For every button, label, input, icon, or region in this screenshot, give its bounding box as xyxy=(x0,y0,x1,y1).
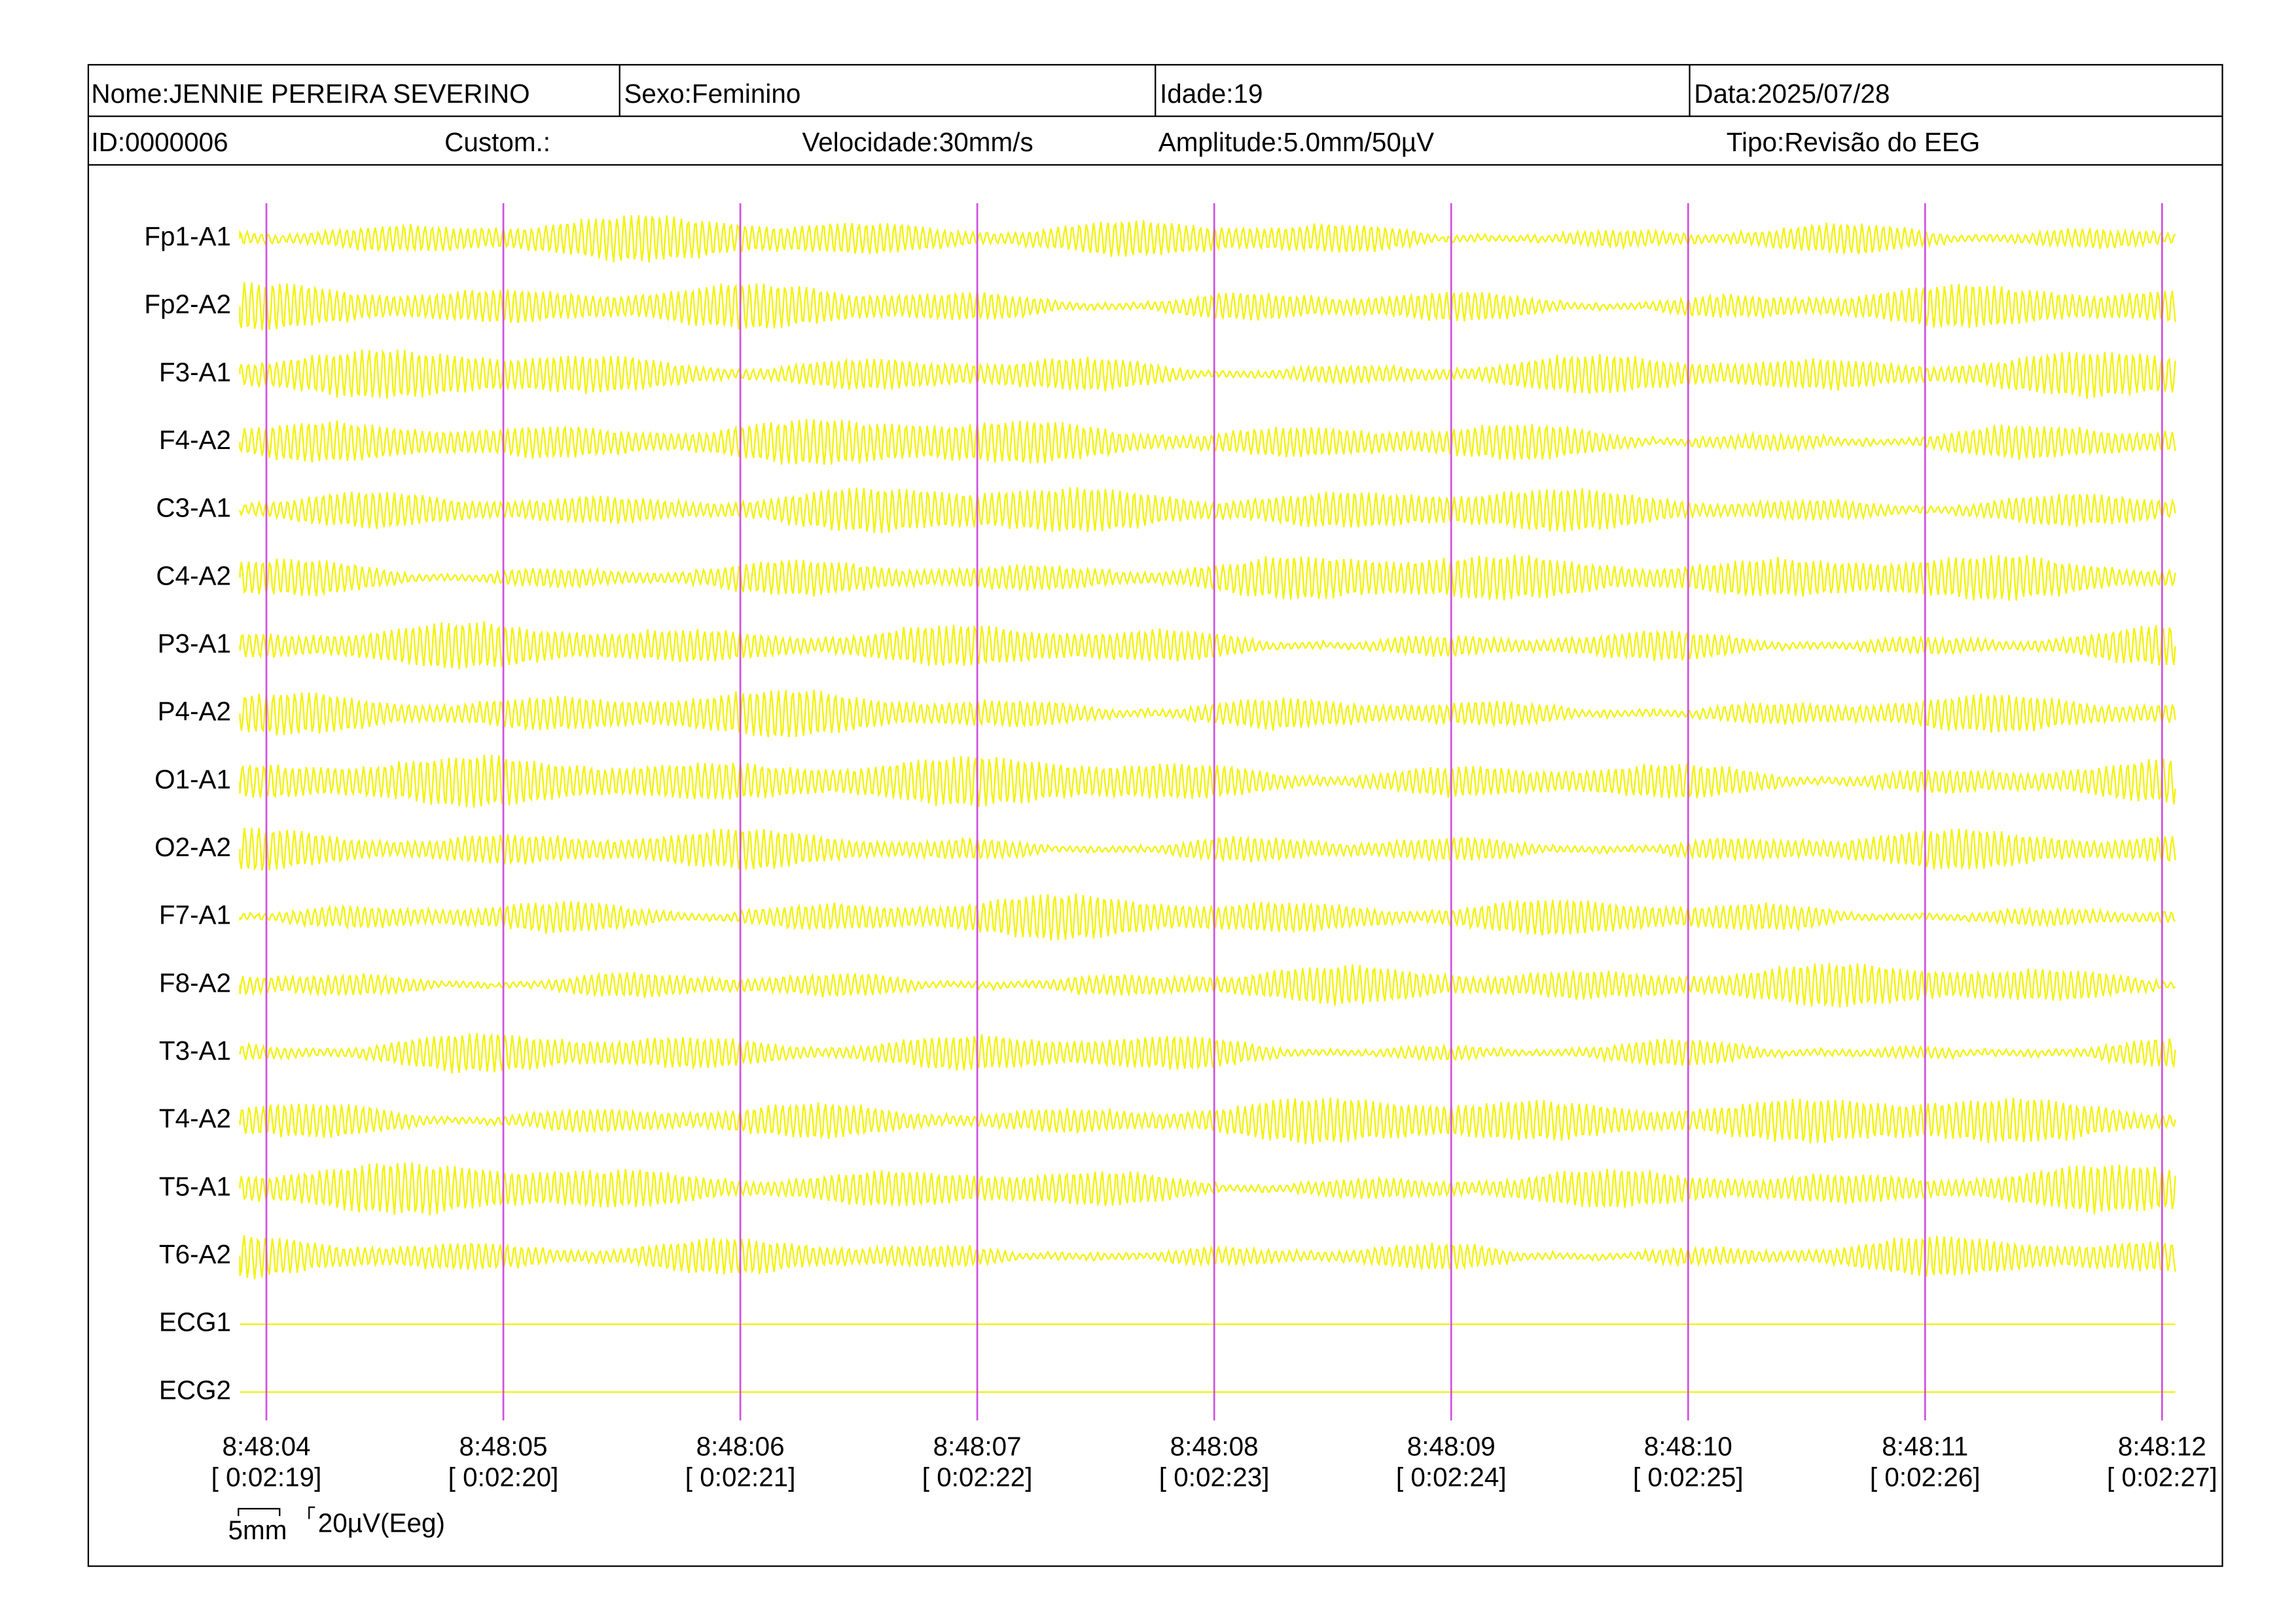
time-label: 8:48:04 xyxy=(223,1431,311,1461)
elapsed-label: [ 0:02:22] xyxy=(922,1462,1033,1492)
review-type: Tipo:Revisão do EEG xyxy=(1727,127,1981,157)
eeg-trace xyxy=(239,1235,2176,1280)
channel-label: ECG2 xyxy=(159,1375,231,1405)
channel-label: ECG1 xyxy=(159,1307,231,1337)
scale-bracket xyxy=(308,1506,315,1519)
eeg-trace xyxy=(239,349,2176,399)
channel-label: T3-A1 xyxy=(159,1036,231,1066)
report-frame xyxy=(87,63,2223,1567)
channel-label: C4-A2 xyxy=(156,560,231,590)
time-label: 8:48:10 xyxy=(1644,1431,1732,1461)
elapsed-label: [ 0:02:25] xyxy=(1633,1462,1744,1492)
time-label: 8:48:11 xyxy=(1882,1431,1968,1461)
time-label: 8:48:05 xyxy=(459,1431,548,1461)
scale-amplitude: 20µV(Eeg) xyxy=(318,1507,445,1538)
patient-sex: Sexo:Feminino xyxy=(624,79,800,109)
channel-label: O2-A2 xyxy=(154,832,231,862)
channel-label: C3-A1 xyxy=(156,493,231,523)
channel-label: F4-A2 xyxy=(159,425,231,455)
channel-label: O1-A1 xyxy=(154,764,231,794)
eeg-trace xyxy=(239,281,2176,331)
amplitude: Amplitude:5.0mm/50µV xyxy=(1158,127,1434,157)
eeg-trace xyxy=(239,1032,2176,1074)
time-label: 8:48:08 xyxy=(1170,1431,1259,1461)
channel-label: T4-A2 xyxy=(159,1104,231,1134)
eeg-trace xyxy=(239,689,2176,738)
elapsed-label: [ 0:02:24] xyxy=(1396,1462,1507,1492)
elapsed-label: [ 0:02:19] xyxy=(211,1462,322,1492)
patient-age: Idade:19 xyxy=(1160,79,1263,109)
channel-label: P3-A1 xyxy=(158,628,231,659)
eeg-trace xyxy=(239,893,2176,941)
channel-label: Fp2-A2 xyxy=(144,289,231,319)
eeg-trace xyxy=(239,621,2176,670)
scale-bracket xyxy=(238,1507,281,1517)
channel-label: P4-A2 xyxy=(158,696,231,727)
elapsed-label: [ 0:02:27] xyxy=(2107,1462,2217,1492)
eeg-trace xyxy=(239,419,2176,465)
eeg-trace xyxy=(239,554,2176,601)
channel-label: F8-A2 xyxy=(159,967,231,998)
scale-length: 5mm xyxy=(228,1515,287,1545)
eeg-trace xyxy=(239,962,2176,1008)
time-label: 8:48:09 xyxy=(1407,1431,1496,1461)
time-label: 8:48:12 xyxy=(2118,1431,2206,1461)
patient-name: Nome:JENNIE PEREIRA SEVERINO xyxy=(91,79,529,109)
time-label: 8:48:07 xyxy=(933,1431,1022,1461)
elapsed-label: [ 0:02:20] xyxy=(448,1462,559,1492)
custom-field: Custom.: xyxy=(444,127,550,157)
eeg-trace xyxy=(239,827,2176,871)
channel-label: T5-A1 xyxy=(159,1171,231,1201)
eeg-trace xyxy=(239,1097,2176,1145)
eeg-trace xyxy=(239,215,2176,263)
elapsed-label: [ 0:02:26] xyxy=(1870,1462,1981,1492)
elapsed-label: [ 0:02:21] xyxy=(685,1462,796,1492)
time-label: 8:48:06 xyxy=(696,1431,785,1461)
channel-label: F3-A1 xyxy=(159,357,231,387)
eeg-trace xyxy=(239,1162,2176,1216)
eeg-trace xyxy=(239,487,2176,533)
patient-id: ID:0000006 xyxy=(91,127,228,157)
channel-label: T6-A2 xyxy=(159,1239,231,1269)
exam-date: Data:2025/07/28 xyxy=(1694,79,1890,109)
channel-label: F7-A1 xyxy=(159,900,231,930)
elapsed-label: [ 0:02:23] xyxy=(1159,1462,1270,1492)
eeg-trace xyxy=(239,755,2176,808)
channel-label: Fp1-A1 xyxy=(144,221,231,251)
speed: Velocidade:30mm/s xyxy=(802,127,1033,157)
